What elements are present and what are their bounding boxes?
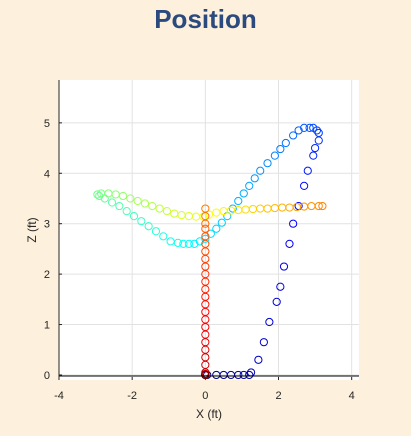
data-point bbox=[270, 151, 279, 160]
y-tick-label: 4 bbox=[44, 168, 50, 180]
data-point bbox=[204, 210, 214, 219]
data-point bbox=[162, 206, 172, 216]
data-point bbox=[250, 174, 259, 183]
x-tick-label: -2 bbox=[127, 390, 137, 402]
data-point bbox=[201, 219, 210, 228]
data-point bbox=[234, 196, 243, 206]
x-tick-label: 2 bbox=[275, 390, 281, 402]
data-point bbox=[285, 239, 294, 248]
data-point bbox=[300, 181, 309, 190]
data-point bbox=[93, 190, 102, 199]
data-point bbox=[148, 201, 157, 211]
data-point bbox=[133, 196, 142, 206]
data-point bbox=[281, 138, 290, 148]
data-point bbox=[234, 370, 243, 380]
data-point bbox=[289, 219, 298, 228]
data-point bbox=[151, 227, 161, 236]
y-tick-label: 0 bbox=[44, 370, 50, 382]
x-tick-label: -4 bbox=[54, 390, 64, 402]
data-point bbox=[314, 128, 323, 138]
y-tick-label: 3 bbox=[44, 219, 50, 231]
data-point bbox=[245, 181, 254, 190]
data-point bbox=[217, 218, 226, 227]
data-point bbox=[272, 297, 281, 306]
data-point bbox=[279, 262, 289, 271]
data-point bbox=[118, 191, 128, 201]
data-point bbox=[303, 166, 312, 175]
data-point bbox=[140, 199, 150, 208]
data-point bbox=[115, 201, 124, 211]
data-point bbox=[179, 239, 188, 248]
data-point bbox=[122, 206, 131, 216]
x-tick-label: 4 bbox=[349, 390, 355, 402]
data-point bbox=[276, 282, 285, 291]
data-point bbox=[300, 123, 309, 132]
data-point bbox=[137, 217, 146, 226]
data-point bbox=[212, 224, 221, 233]
data-point bbox=[310, 143, 320, 153]
data-point bbox=[245, 370, 254, 380]
data-point bbox=[126, 194, 135, 203]
x-axis-label: X (ft) bbox=[196, 407, 222, 421]
data-point bbox=[155, 204, 164, 213]
data-point bbox=[95, 191, 104, 201]
data-point bbox=[294, 126, 303, 135]
y-tick-label: 2 bbox=[44, 269, 50, 281]
data-point bbox=[265, 317, 274, 327]
data-point bbox=[263, 159, 272, 168]
data-point bbox=[276, 144, 285, 154]
y-axis-label: Z (ft) bbox=[25, 217, 39, 242]
data-point bbox=[107, 198, 117, 207]
data-point bbox=[318, 201, 327, 211]
data-point bbox=[309, 151, 318, 160]
data-point bbox=[239, 189, 248, 198]
data-point bbox=[166, 237, 175, 246]
data-point bbox=[195, 237, 204, 246]
data-point bbox=[144, 222, 153, 231]
data-point bbox=[159, 232, 168, 241]
data-markers bbox=[93, 123, 327, 380]
data-point bbox=[289, 131, 298, 140]
x-tick-label: 0 bbox=[202, 390, 208, 402]
y-tick-label: 1 bbox=[44, 320, 50, 332]
data-point bbox=[129, 212, 139, 221]
data-point bbox=[184, 239, 193, 248]
data-point bbox=[228, 204, 237, 213]
data-point bbox=[305, 123, 314, 132]
data-point bbox=[190, 239, 199, 248]
y-tick-label: 5 bbox=[44, 118, 50, 130]
page-title: Position bbox=[154, 4, 257, 34]
data-point bbox=[259, 338, 268, 347]
axis-ticks: -4 -2 0 2 4 0 1 2 3 4 5 bbox=[44, 118, 355, 402]
data-point bbox=[201, 234, 210, 243]
data-point bbox=[309, 123, 318, 132]
data-point bbox=[239, 370, 248, 380]
data-point bbox=[206, 229, 215, 238]
data-point bbox=[314, 201, 323, 211]
data-point bbox=[254, 355, 263, 364]
data-point bbox=[256, 166, 265, 175]
data-point bbox=[294, 201, 303, 211]
